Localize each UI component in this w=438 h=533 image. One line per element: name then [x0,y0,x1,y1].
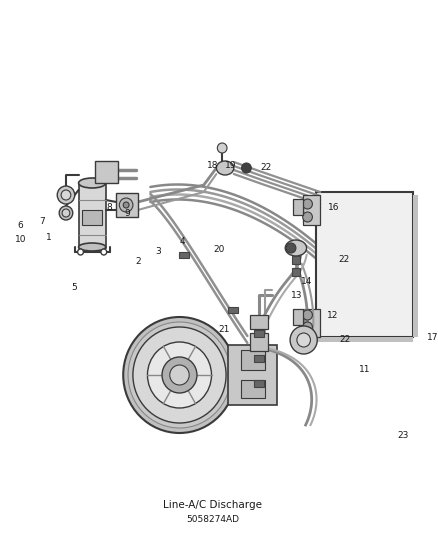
Bar [252,342,262,348]
Bar [413,195,418,337]
Bar [250,315,268,329]
Text: 10: 10 [14,236,26,245]
Circle shape [128,322,231,428]
Circle shape [101,249,107,255]
Bar [303,309,320,337]
Circle shape [133,327,226,423]
Text: 21: 21 [218,326,230,335]
Bar [78,183,106,248]
Text: 16: 16 [328,204,339,213]
Bar [293,199,303,215]
Circle shape [290,326,317,354]
Bar [117,193,138,217]
Circle shape [61,190,71,200]
Bar [180,252,189,258]
Text: 13: 13 [291,292,303,301]
Bar [82,210,102,225]
Circle shape [148,342,212,408]
Bar [250,333,268,351]
Bar [254,330,264,337]
Text: 6: 6 [18,222,23,230]
Text: 22: 22 [339,255,350,264]
Ellipse shape [78,178,106,188]
Text: 9: 9 [124,209,130,219]
Circle shape [123,202,129,208]
Bar [95,161,118,183]
Circle shape [119,198,133,212]
Circle shape [57,186,75,204]
Text: 7: 7 [39,217,45,227]
Bar [293,309,303,325]
Text: 23: 23 [398,431,409,440]
Text: 5: 5 [71,284,77,293]
Text: 4: 4 [180,238,185,246]
Bar [292,268,300,276]
Text: 20: 20 [213,246,225,254]
Circle shape [170,365,189,385]
Text: 11: 11 [359,366,371,375]
Text: 5058274AD: 5058274AD [186,514,239,523]
Bar [254,380,264,387]
Text: 12: 12 [327,311,338,320]
Text: 22: 22 [339,335,351,344]
Circle shape [303,199,312,209]
Bar [240,350,265,370]
Text: 3: 3 [155,247,161,256]
Text: 1: 1 [46,232,51,241]
Ellipse shape [285,240,307,256]
Circle shape [123,317,236,433]
Circle shape [297,333,311,347]
Bar [292,256,300,264]
Text: 17: 17 [427,334,438,343]
Text: 2: 2 [136,257,141,266]
Bar [316,337,413,342]
Circle shape [78,249,83,255]
Text: 19: 19 [225,161,237,171]
Circle shape [162,357,197,393]
Bar [228,345,276,405]
Text: 8: 8 [107,204,113,213]
Text: 18: 18 [207,161,218,171]
Text: Line-A/C Discharge: Line-A/C Discharge [163,500,262,510]
Circle shape [217,143,227,153]
Bar [303,195,320,225]
Ellipse shape [78,243,106,251]
Circle shape [242,163,251,173]
Bar [228,307,238,313]
Circle shape [303,212,312,222]
Bar [240,380,265,398]
Bar [316,192,413,337]
Text: 22: 22 [260,164,271,173]
Circle shape [286,243,296,253]
Circle shape [59,206,73,220]
Circle shape [303,310,312,320]
Circle shape [62,209,70,217]
Bar [254,355,264,362]
Text: 14: 14 [301,278,312,287]
Ellipse shape [216,161,234,175]
Circle shape [303,322,312,332]
